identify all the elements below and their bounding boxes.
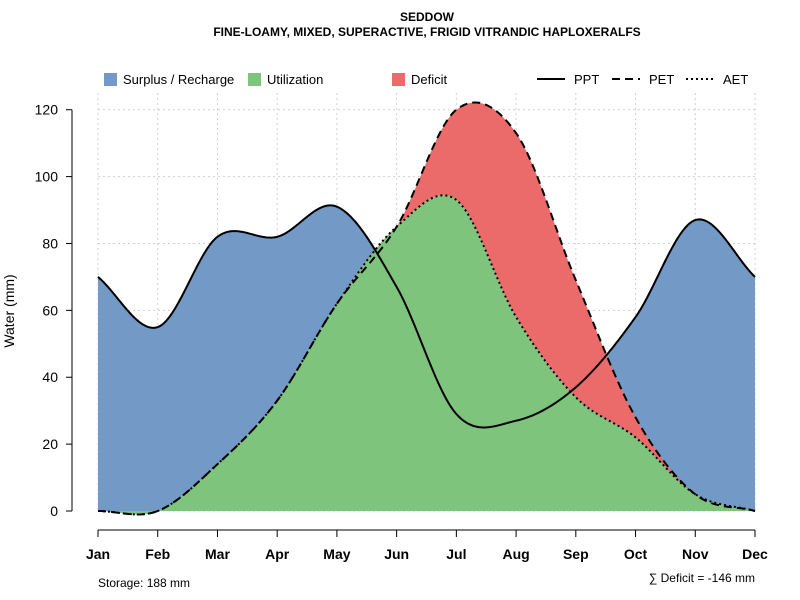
- legend-label-aet: AET: [723, 72, 748, 87]
- x-tick-label-aug: Aug: [502, 546, 529, 562]
- y-tick-label-100: 100: [35, 169, 59, 185]
- x-tick-label-jan: Jan: [86, 546, 110, 562]
- x-tick-label-jun: Jun: [384, 546, 409, 562]
- legend-swatch-surplus-recharge: [104, 73, 117, 86]
- x-tick-label-jul: Jul: [446, 546, 466, 562]
- y-tick-label-40: 40: [42, 369, 58, 385]
- y-axis-label: Water (mm): [1, 274, 17, 347]
- y-tick-label-0: 0: [50, 503, 58, 519]
- x-tick-label-nov: Nov: [682, 546, 709, 562]
- legend-label-utilization: Utilization: [267, 72, 323, 87]
- deficit-annotation: ∑ Deficit = -146 mm: [649, 571, 755, 585]
- y-tick-label-60: 60: [42, 302, 58, 318]
- x-tick-label-sep: Sep: [563, 546, 589, 562]
- legend-swatch-deficit: [392, 73, 405, 86]
- legend: Surplus / Recharge Utilization Deficit PPT P…: [104, 72, 748, 87]
- series-lines: [97, 101, 756, 516]
- axes: 0 20 40 60 80 100 120 Jan Feb Mar Apr May Jun Jul Aug S…: [35, 102, 768, 562]
- y-tick-label-20: 20: [42, 436, 58, 452]
- legend-label-deficit: Deficit: [411, 72, 448, 87]
- series-line-ppt: [97, 204, 756, 429]
- x-tick-label-oct: Oct: [624, 546, 648, 562]
- x-tick-label-mar: Mar: [205, 546, 230, 562]
- y-tick-label-80: 80: [42, 235, 58, 251]
- legend-label-pet: PET: [649, 72, 674, 87]
- legend-label-surplus-recharge: Surplus / Recharge: [123, 72, 234, 87]
- legend-swatch-utilization: [248, 73, 261, 86]
- x-tick-label-may: May: [323, 546, 350, 562]
- legend-label-ppt: PPT: [574, 72, 599, 87]
- chart-subtitle: FINE-LOAMY, MIXED, SUPERACTIVE, FRIGID V…: [213, 25, 640, 39]
- y-tick-label-120: 120: [35, 102, 59, 118]
- deficit-area: [98, 102, 755, 515]
- series-line-pet: [97, 101, 756, 516]
- chart-title: SEDDOW: [400, 10, 455, 24]
- x-tick-label-apr: Apr: [265, 546, 290, 562]
- x-tick-label-dec: Dec: [742, 546, 768, 562]
- x-tick-label-feb: Feb: [145, 546, 170, 562]
- storage-annotation: Storage: 188 mm: [98, 576, 190, 590]
